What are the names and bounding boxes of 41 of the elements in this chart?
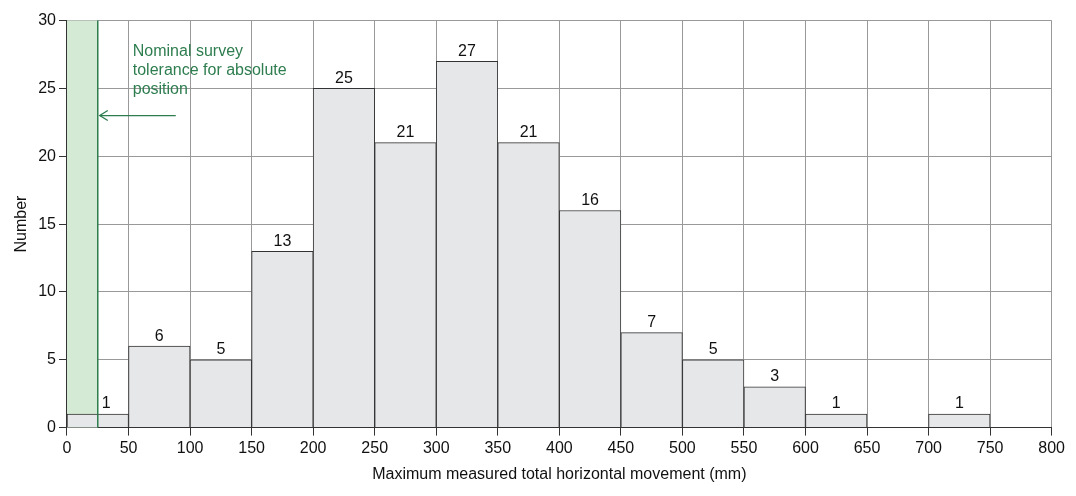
data-label: 5 — [216, 340, 226, 358]
data-label: 5 — [708, 340, 718, 358]
y-axis-title: Number — [12, 194, 30, 253]
data-label: 21 — [396, 123, 415, 141]
y-tick-label: 0 — [47, 418, 57, 436]
x-tick-label: 400 — [545, 438, 573, 456]
x-axis-title: Maximum measured total horizontal movement (mm) — [372, 464, 747, 482]
data-label: 1 — [101, 394, 111, 412]
data-label: 13 — [273, 231, 292, 249]
x-tick-label: 200 — [299, 438, 327, 456]
data-label: 6 — [154, 326, 164, 344]
x-tick-label: 50 — [119, 438, 138, 456]
x-tick-label: 150 — [238, 438, 266, 456]
y-tick-label: 15 — [38, 214, 57, 232]
data-label: 25 — [335, 68, 353, 86]
data-label: 1 — [954, 394, 964, 412]
data-label: 3 — [770, 367, 780, 385]
x-tick-label: 650 — [853, 438, 881, 456]
data-label: 21 — [519, 123, 538, 141]
y-tick-label: 10 — [38, 282, 57, 300]
data-label: 27 — [458, 41, 477, 59]
x-tick-label: 600 — [792, 438, 819, 456]
x-tick-label: 100 — [176, 438, 204, 456]
y-tick-label: 30 — [38, 11, 57, 29]
data-label: 7 — [647, 313, 657, 331]
y-tick-label: 5 — [47, 350, 57, 368]
x-tick-label: 550 — [730, 438, 758, 456]
y-tick-label: 25 — [38, 78, 57, 96]
x-tick-label: 700 — [915, 438, 943, 456]
y-tick-label: 20 — [38, 146, 57, 164]
x-tick-label: 750 — [976, 438, 1004, 456]
annotation: Nominal survey tolerance for absolute position — [132, 41, 287, 97]
x-tick-label: 300 — [422, 438, 450, 456]
data-label: 16 — [581, 190, 600, 208]
x-tick-label: 450 — [607, 438, 635, 456]
x-tick-label: 250 — [361, 438, 389, 456]
data-label: 1 — [831, 394, 841, 412]
x-tick-label: 800 — [1038, 438, 1066, 456]
x-tick-label: 0 — [62, 438, 72, 456]
x-tick-label: 500 — [669, 438, 696, 456]
x-tick-label: 350 — [484, 438, 512, 456]
